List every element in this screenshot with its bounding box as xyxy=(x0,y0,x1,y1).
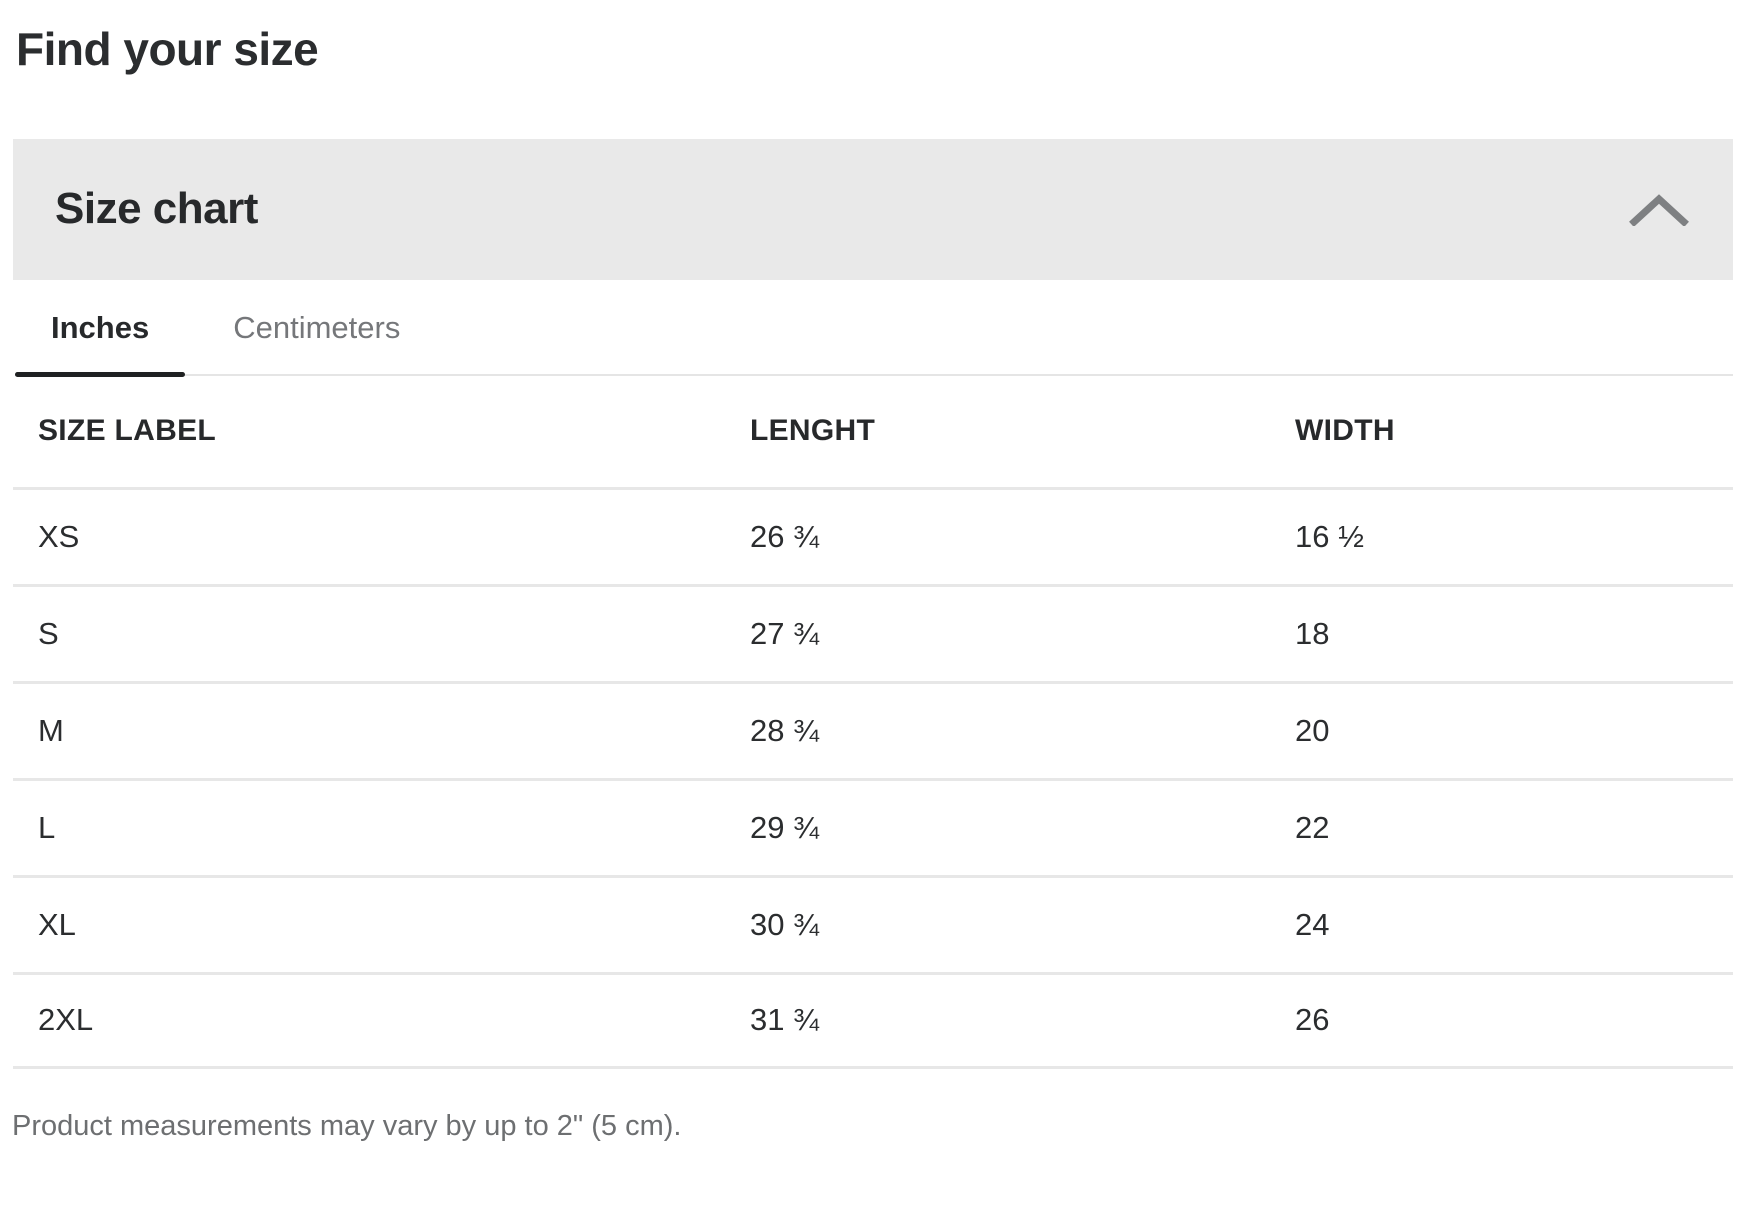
table-row: L 29 ¾ 22 xyxy=(13,777,1733,875)
table-row: M 28 ¾ 20 xyxy=(13,680,1733,778)
cell-length: 29 ¾ xyxy=(750,809,819,845)
cell-size: XL xyxy=(38,906,76,942)
table-body: XS 26 ¾ 16 ½ S 27 ¾ 18 M 28 ¾ 20 L 29 ¾ … xyxy=(13,486,1733,1069)
cell-width: 22 xyxy=(1295,809,1330,845)
cell-length: 28 ¾ xyxy=(750,712,819,748)
column-header-width: WIDTH xyxy=(1295,414,1395,448)
cell-length: 31 ¾ xyxy=(750,1002,819,1038)
column-header-size-label: SIZE LABEL xyxy=(38,414,217,448)
cell-length: 30 ¾ xyxy=(750,906,819,942)
cell-length: 27 ¾ xyxy=(750,615,819,651)
table-row: XL 30 ¾ 24 xyxy=(13,874,1733,972)
size-chart-accordion-toggle[interactable]: Size chart xyxy=(13,138,1733,280)
cell-width: 18 xyxy=(1295,615,1330,651)
table-header-row: SIZE LABEL LENGHT WIDTH xyxy=(13,376,1733,487)
cell-size: L xyxy=(38,809,56,845)
units-tablist: Inches Centimeters xyxy=(15,280,1733,377)
table-row: XS 26 ¾ 16 ½ xyxy=(13,486,1733,584)
tab-inches[interactable]: Inches xyxy=(15,280,186,377)
page-title: Find your size xyxy=(16,23,319,75)
measurement-disclaimer: Product measurements may vary by up to 2… xyxy=(12,1109,682,1142)
table-row: 2XL 31 ¾ 26 xyxy=(13,971,1733,1069)
cell-length: 26 ¾ xyxy=(750,518,819,554)
column-header-length: LENGHT xyxy=(750,414,876,448)
table-row: S 27 ¾ 18 xyxy=(13,583,1733,681)
size-table: SIZE LABEL LENGHT WIDTH XS 26 ¾ 16 ½ S 2… xyxy=(13,376,1733,1069)
cell-width: 20 xyxy=(1295,712,1330,748)
cell-size: S xyxy=(38,615,59,651)
cell-size: 2XL xyxy=(38,1002,94,1038)
cell-width: 24 xyxy=(1295,906,1330,942)
chevron-up-icon xyxy=(1629,192,1689,227)
cell-width: 16 ½ xyxy=(1295,518,1364,554)
accordion-title: Size chart xyxy=(55,184,258,234)
size-chart-section: Size chart Inches Centimeters SIZE LABEL… xyxy=(13,138,1733,1069)
tab-centimeters[interactable]: Centimeters xyxy=(233,309,401,345)
cell-size: XS xyxy=(38,518,80,554)
cell-size: M xyxy=(38,712,64,748)
cell-width: 26 xyxy=(1295,1002,1330,1038)
